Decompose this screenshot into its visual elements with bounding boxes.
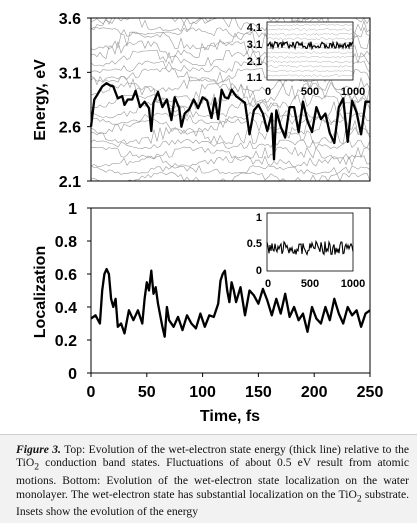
inset-x-tick-label: 1000 xyxy=(341,86,365,98)
inset-x-tick-label: 1000 xyxy=(341,278,365,290)
caption-subscript: 2 xyxy=(356,492,362,504)
localization-y-ticks: 1 0.8 0.6 0.4 0.2 0 xyxy=(55,201,91,383)
inset-y-tick-label: 2.1 xyxy=(247,56,262,68)
band-line xyxy=(90,76,371,93)
localization-line xyxy=(90,267,371,338)
figure-3: 3.63.12.62.1 Energy, eV 4.13.12.11.10 500… xyxy=(32,11,383,425)
y-tick-label: 2.6 xyxy=(59,120,81,137)
energy-y-axis-label: Energy, eV xyxy=(32,59,49,141)
inset-y-tick-label: 3.1 xyxy=(247,39,262,51)
caption-box: Figure 3. Top: Evolution of the wet-elec… xyxy=(0,434,417,523)
band-line xyxy=(90,146,371,160)
energy-inset: 4.1 3.1 2.1 1.10 500 1000 xyxy=(247,21,365,98)
y-tick-label: 3.1 xyxy=(59,65,81,82)
inset-x-tick-label: 500 xyxy=(301,86,319,98)
time-x-axis-label: Time, fs xyxy=(200,408,260,425)
time-x-ticks: 0 50 100 150 200 250 xyxy=(87,373,384,401)
band-line xyxy=(90,100,371,119)
band-line xyxy=(90,126,371,145)
localization-panel: 10.80.60.40.20 0 50 100 150 200 250 Localizat… xyxy=(32,201,383,425)
band-line xyxy=(90,155,371,168)
caption-subscript: 2 xyxy=(34,461,40,473)
energy-panel: 3.6 3.1 2.6 2.1 Energy, eV 4.1 3.1 2.1 1.10 500… xyxy=(32,11,371,191)
figure-caption: Figure 3. Top: Evolution of the wet-elec… xyxy=(16,443,409,519)
band-line xyxy=(90,164,371,175)
x-tick-label: 250 xyxy=(357,384,384,401)
energy-inset-frame xyxy=(266,21,354,81)
x-tick-label: 200 xyxy=(301,384,328,401)
band-line xyxy=(90,138,371,150)
energy-y-ticks: 3.6 3.1 2.6 2.1 xyxy=(59,11,91,191)
energy-plot-frame xyxy=(90,17,371,182)
y-tick-label: 0 xyxy=(68,366,77,383)
band-line xyxy=(90,171,371,182)
caption-text: Top: Evolution of the wet-electron state… xyxy=(16,443,410,470)
y-tick-label: 2.1 xyxy=(59,174,81,191)
band-line xyxy=(90,111,371,125)
wet-electron-energy-line xyxy=(89,82,370,161)
caption-label: Figure 3. xyxy=(16,443,61,456)
inset-x-tick-label: 0 xyxy=(265,278,271,290)
x-tick-label: 100 xyxy=(189,384,216,401)
inset-y-tick-label: 0.5 xyxy=(247,238,262,250)
band-line xyxy=(90,81,371,103)
inset-y-tick-label: 1.1 xyxy=(247,72,262,84)
localization-y-axis-label: Localization xyxy=(32,246,49,338)
inset-x-tick-label: 500 xyxy=(301,278,319,290)
band-line xyxy=(90,118,371,136)
y-tick-label: 0.8 xyxy=(55,234,77,251)
y-tick-label: 0.2 xyxy=(55,333,77,350)
caption-text: substrate. Insets show the evolution of … xyxy=(16,487,409,519)
y-tick-label: 0.4 xyxy=(55,300,77,317)
inset-x-tick-label: 0 xyxy=(265,86,271,98)
inset-y-tick-label: 4.1 xyxy=(247,22,262,34)
localization-plot-frame xyxy=(90,207,371,374)
inset-y-tick-label: 1 xyxy=(256,212,262,224)
y-tick-label: 0.6 xyxy=(55,267,77,284)
y-tick-label: 1 xyxy=(68,201,77,218)
x-tick-label: 150 xyxy=(245,384,272,401)
localization-inset-frame xyxy=(266,212,354,272)
localization-inset: 1 0.5 00 500 1000 xyxy=(247,212,366,290)
x-tick-label: 0 xyxy=(87,384,96,401)
x-tick-label: 50 xyxy=(138,384,156,401)
y-tick-label: 3.6 xyxy=(59,11,81,28)
inset-y-tick-label: 0 xyxy=(256,265,262,277)
caption-text: conduction band states. Fluctuations of … xyxy=(16,456,409,501)
